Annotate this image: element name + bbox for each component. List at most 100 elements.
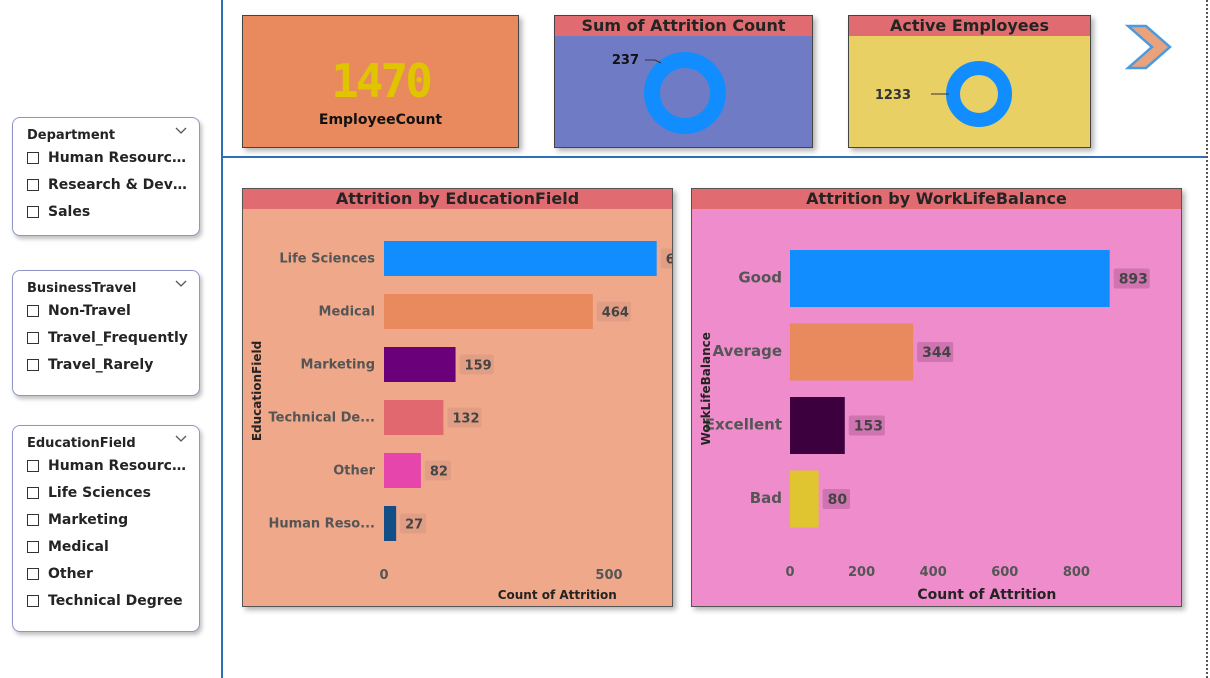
checkbox[interactable] bbox=[27, 459, 39, 472]
checkbox[interactable] bbox=[27, 486, 39, 499]
data-label-bg bbox=[596, 301, 631, 322]
header-divider bbox=[223, 156, 1208, 158]
x-tick-label: 200 bbox=[848, 565, 875, 580]
category-label: Human Reso... bbox=[268, 517, 375, 532]
active-card-title: Active Employees bbox=[849, 16, 1090, 36]
bar bbox=[790, 250, 1110, 307]
slicer-item[interactable]: Sales bbox=[27, 198, 199, 225]
slicer-item[interactable]: Life Sciences bbox=[27, 479, 199, 506]
data-label: 80 bbox=[828, 492, 848, 508]
checkbox[interactable] bbox=[27, 205, 39, 218]
data-label: 82 bbox=[430, 465, 448, 480]
x-tick-label: 400 bbox=[920, 565, 947, 580]
attrition-card-title: Sum of Attrition Count bbox=[555, 16, 812, 36]
education-field-chart: Attrition by EducationField Life Science… bbox=[242, 188, 673, 607]
data-label-bg bbox=[447, 407, 482, 428]
data-label: 464 bbox=[602, 306, 629, 321]
data-label-bg bbox=[660, 248, 672, 269]
slicer-title: EducationField bbox=[27, 436, 136, 451]
business-travel-slicer: BusinessTravel Non-Travel Travel_Frequentl… bbox=[12, 270, 200, 396]
slicer-item-label: Human Resources bbox=[48, 457, 188, 474]
bar bbox=[790, 470, 819, 528]
active-employees-card[interactable]: Active Employees 1233 bbox=[848, 15, 1091, 148]
slicer-item[interactable]: Medical bbox=[27, 533, 199, 560]
slicer-item[interactable]: Other bbox=[27, 560, 199, 587]
category-label: Bad bbox=[750, 489, 782, 507]
x-axis-title: Count of Attrition bbox=[498, 588, 617, 602]
wlb-chart-title: Attrition by WorkLifeBalance bbox=[692, 189, 1181, 209]
slicer-item[interactable]: Marketing bbox=[27, 506, 199, 533]
category-label: Life Sciences bbox=[279, 252, 375, 267]
slicer-item[interactable]: Travel_Rarely bbox=[27, 351, 199, 378]
data-label-bg bbox=[424, 460, 452, 481]
data-label: 27 bbox=[405, 518, 423, 533]
category-label: Other bbox=[333, 464, 375, 479]
category-label: Average bbox=[713, 342, 782, 360]
chevron-down-icon[interactable] bbox=[175, 279, 187, 289]
slicer-item[interactable]: Human Resources bbox=[27, 144, 199, 171]
x-axis-title: Count of Attrition bbox=[917, 587, 1056, 603]
category-label: Excellent bbox=[705, 416, 782, 434]
slicer-item-label: Marketing bbox=[48, 511, 129, 528]
data-label: 606 bbox=[666, 253, 672, 268]
checkbox[interactable] bbox=[27, 594, 39, 607]
department-slicer: Department Human Resources Research & Deve… bbox=[12, 117, 200, 236]
slicer-item-label: Medical bbox=[48, 538, 109, 555]
x-tick-label: 600 bbox=[991, 565, 1018, 580]
bar bbox=[790, 323, 914, 381]
left-divider bbox=[221, 0, 223, 678]
chevron-down-icon[interactable] bbox=[175, 126, 187, 136]
slicer-header: EducationField bbox=[27, 432, 199, 452]
checkbox[interactable] bbox=[27, 358, 39, 371]
slicer-item-label: Sales bbox=[48, 203, 91, 220]
active-donut-label: 1233 bbox=[875, 88, 911, 103]
slicer-item-label: Research & Devel... bbox=[48, 176, 188, 193]
x-tick-label: 500 bbox=[595, 568, 622, 583]
checkbox[interactable] bbox=[27, 151, 39, 164]
page-edge-dotted bbox=[1206, 0, 1208, 678]
slicer-title: Department bbox=[27, 128, 116, 143]
slicer-item[interactable]: Research & Devel... bbox=[27, 171, 199, 198]
slicer-item[interactable]: Human Resources bbox=[27, 452, 199, 479]
category-label: Technical De... bbox=[268, 411, 375, 426]
slicer-item-label: Non-Travel bbox=[48, 302, 131, 319]
active-donut: 1233 bbox=[875, 61, 1012, 127]
chevron-down-icon[interactable] bbox=[175, 434, 187, 444]
slicer-item-label: Other bbox=[48, 565, 93, 582]
category-label: Medical bbox=[319, 305, 375, 320]
checkbox[interactable] bbox=[27, 513, 39, 526]
x-tick-label: 0 bbox=[785, 565, 794, 580]
slicer-item[interactable]: Non-Travel bbox=[27, 297, 199, 324]
x-tick-label: 0 bbox=[379, 568, 388, 583]
data-label-bg bbox=[822, 489, 850, 509]
bar bbox=[384, 347, 456, 382]
slicer-header: Department bbox=[27, 124, 199, 144]
checkbox[interactable] bbox=[27, 331, 39, 344]
education-chart-title: Attrition by EducationField bbox=[243, 189, 672, 209]
category-label: Marketing bbox=[301, 358, 375, 373]
attrition-donut-label: 237 bbox=[612, 53, 639, 68]
data-label-bg bbox=[848, 415, 885, 436]
slicer-item-label: Human Resources bbox=[48, 149, 188, 166]
checkbox[interactable] bbox=[27, 540, 39, 553]
employee-count-value: 1470 bbox=[331, 54, 433, 108]
slicer-item-label: Technical Degree bbox=[48, 592, 183, 609]
data-label-bg bbox=[400, 513, 427, 534]
employee-count-card[interactable]: 1470 EmployeeCount bbox=[242, 15, 519, 148]
checkbox[interactable] bbox=[27, 178, 39, 191]
checkbox[interactable] bbox=[27, 304, 39, 317]
bar bbox=[384, 400, 444, 435]
slicer-item[interactable]: Technical Degree bbox=[27, 587, 199, 614]
data-label: 893 bbox=[1119, 272, 1148, 288]
checkbox[interactable] bbox=[27, 567, 39, 580]
bar bbox=[384, 453, 421, 488]
data-label: 132 bbox=[452, 412, 479, 427]
data-label: 159 bbox=[465, 359, 492, 374]
slicer-item[interactable]: Travel_Frequently bbox=[27, 324, 199, 351]
chevron-right-icon[interactable] bbox=[1124, 22, 1174, 72]
attrition-count-card[interactable]: Sum of Attrition Count 237 bbox=[554, 15, 813, 148]
y-axis-title: EducationField bbox=[250, 341, 264, 441]
slicer-header: BusinessTravel bbox=[27, 277, 199, 297]
slicer-item-label: Travel_Rarely bbox=[48, 356, 154, 373]
